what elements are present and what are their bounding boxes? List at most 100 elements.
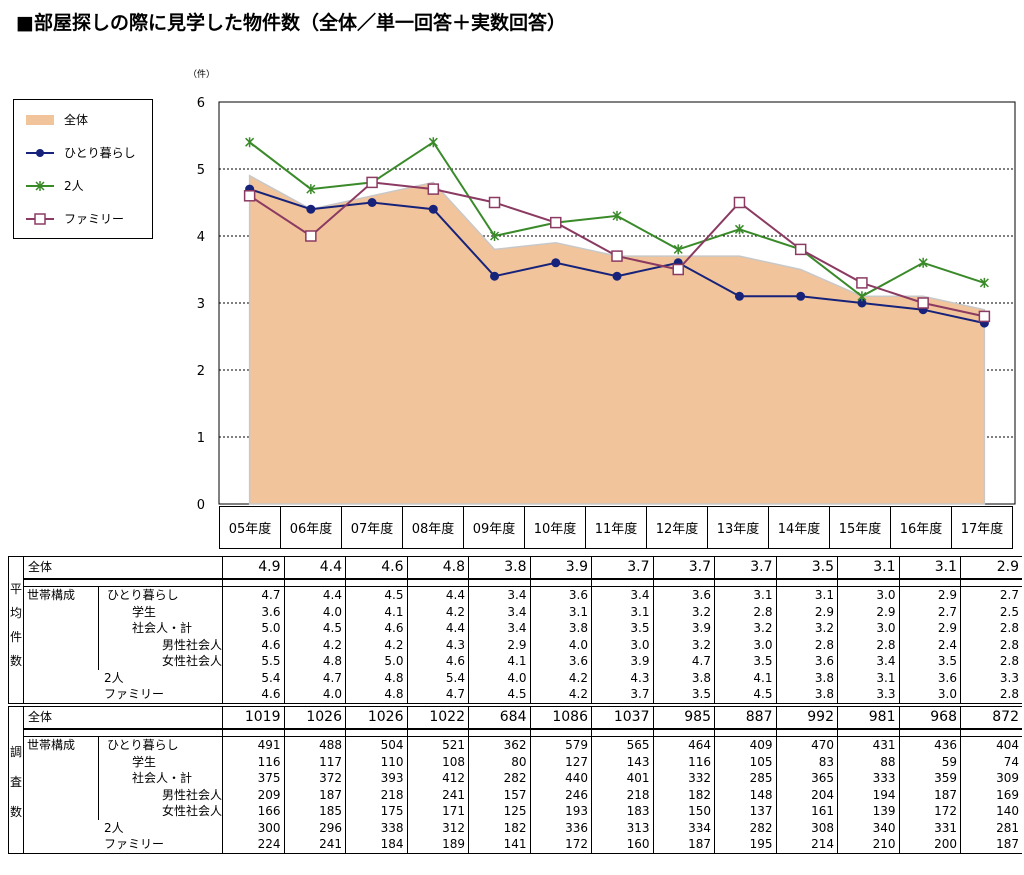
row-label: 学生	[132, 754, 157, 769]
table-cell: 161	[775, 803, 838, 820]
table-cell: 218	[345, 786, 407, 803]
table-cell: 4.2	[529, 686, 592, 704]
line-chart: 0 1 2 3 4 5 6 （件）	[188, 68, 1016, 513]
table-cell: 359	[898, 770, 961, 787]
table-cell: 4.0	[529, 636, 592, 653]
table-cell: 4.8	[345, 669, 407, 686]
table-cell: 3.7	[652, 556, 715, 580]
table-cell: 3.8	[775, 669, 838, 686]
table-cell: 4.7	[652, 653, 715, 670]
data-point	[428, 204, 438, 214]
table-cell: 137	[714, 803, 776, 820]
row-label-cell: 男性社会人	[24, 636, 223, 653]
table-cell: 3.6	[775, 653, 838, 670]
table-cell: 331	[898, 819, 961, 836]
table-cell: 3.5	[775, 556, 838, 580]
row-label-cell: 男性社会人	[24, 786, 223, 803]
table-cell: 404	[960, 736, 1022, 754]
x-tick-label: 10年度	[524, 506, 586, 549]
row-label-cell: ファミリー	[23, 836, 223, 854]
table-cell: 3.1	[775, 586, 838, 604]
table-cell: 3.6	[529, 586, 592, 604]
table-cell: 1086	[529, 706, 592, 730]
sample-size-table: 調査数 全体 1019 1026 1026 1022 684 1086 1037 985 887 99…	[8, 706, 1022, 854]
table-row: 学生 3.6 4.0 4.1 4.2 3.4 3.1 3.1 3.2 2.8 2.9 2.9 2.7 2.…	[9, 603, 1022, 620]
table-row: 世帯構成別 ひとり暮らし 49148850452136257956546440947…	[9, 736, 1022, 754]
table-cell: 1037	[591, 706, 653, 730]
table-cell: 4.6	[222, 686, 284, 704]
table-cell: 375	[222, 770, 284, 787]
table-row: 男性社会人 209 187 218 241 157 246 218 182 148 204 194 18…	[9, 786, 1022, 803]
table-row: ファミリー 4.6 4.0 4.8 4.7 4.5 4.2 3.7 3.5 4.5 3.8 3.3 3.…	[9, 686, 1022, 704]
row-label: 女性社会人	[162, 804, 223, 818]
table-cell: 372	[283, 770, 346, 787]
x-tick-label: 06年度	[280, 506, 342, 549]
table-cell: 313	[591, 819, 653, 836]
table-cell: 3.9	[529, 556, 592, 580]
table-cell: 187	[283, 786, 346, 803]
table-cell: 214	[775, 836, 838, 854]
table-cell: 224	[222, 836, 284, 854]
row-label-cell: 2人	[24, 820, 223, 837]
table-cell: 282	[714, 819, 776, 836]
table-cell: 2.8	[837, 636, 899, 653]
table-cell: 2.4	[898, 636, 961, 653]
table-cell: 157	[468, 786, 530, 803]
table-cell: 488	[283, 736, 346, 754]
table-cell: 3.9	[591, 653, 653, 670]
row-label-cell: 世帯構成別 ひとり暮らし	[23, 736, 223, 754]
table-cell: 183	[591, 803, 653, 820]
table-cell: 3.8	[529, 620, 592, 637]
table-cell: 110	[345, 753, 407, 770]
data-point	[427, 183, 440, 195]
table-row: 男性社会人 4.6 4.2 4.2 4.3 2.9 4.0 3.0 3.2 3.0 2.8 2.8 2.…	[9, 636, 1022, 653]
table-cell: 204	[775, 786, 838, 803]
data-point	[243, 190, 256, 202]
table-cell: 1019	[222, 706, 284, 730]
table-cell: 491	[222, 736, 284, 754]
table-cell: 3.5	[652, 686, 715, 704]
row-label: 社会人・計	[132, 621, 193, 635]
table-cell: 5.4	[222, 669, 284, 686]
table-cell: 968	[898, 706, 961, 730]
row-label: ファミリー	[104, 837, 165, 851]
table-cell: 340	[837, 819, 899, 836]
table-cell: 189	[406, 836, 469, 854]
table-cell: 333	[837, 770, 899, 787]
table-cell: 4.1	[345, 603, 407, 620]
table-cell: 3.8	[652, 669, 715, 686]
x-tick-label: 07年度	[341, 506, 403, 549]
y-tick-label: 3	[197, 297, 205, 312]
x-tick-label: 15年度	[829, 506, 891, 549]
row-label: 男性社会人	[162, 787, 223, 802]
table-cell: 3.2	[652, 636, 715, 653]
data-point	[978, 310, 991, 323]
table-cell: 193	[529, 803, 592, 820]
table-cell: 2.8	[960, 620, 1022, 637]
table-cell: 4.5	[345, 586, 407, 604]
table-cell: 4.7	[406, 686, 469, 704]
row-label: ファミリー	[104, 687, 165, 701]
table-cell: 3.1	[714, 586, 776, 604]
table-cell: 296	[283, 819, 346, 836]
table-cell: 338	[345, 819, 407, 836]
table-cell: 1026	[283, 706, 346, 730]
data-point	[733, 196, 746, 209]
table-cell: 3.5	[898, 653, 961, 670]
table-cell: 5.5	[222, 653, 284, 670]
table-cell: 241	[406, 786, 469, 803]
x-tick-label: 17年度	[951, 506, 1013, 549]
table-cell: 3.4	[468, 603, 530, 620]
table-cell: 187	[960, 836, 1022, 854]
table-cell: 172	[898, 803, 961, 820]
table-cell: 2.8	[960, 636, 1022, 653]
table-cell: 5.0	[222, 620, 284, 637]
y-tick-label: 0	[197, 498, 205, 513]
data-point	[367, 198, 377, 207]
table-cell: 125	[468, 803, 530, 820]
table-cell: 88	[837, 753, 899, 770]
row-label: 2人	[104, 820, 124, 835]
data-point	[857, 291, 867, 302]
group-label: 世帯構成別	[27, 738, 76, 752]
table-cell: 116	[652, 753, 715, 770]
